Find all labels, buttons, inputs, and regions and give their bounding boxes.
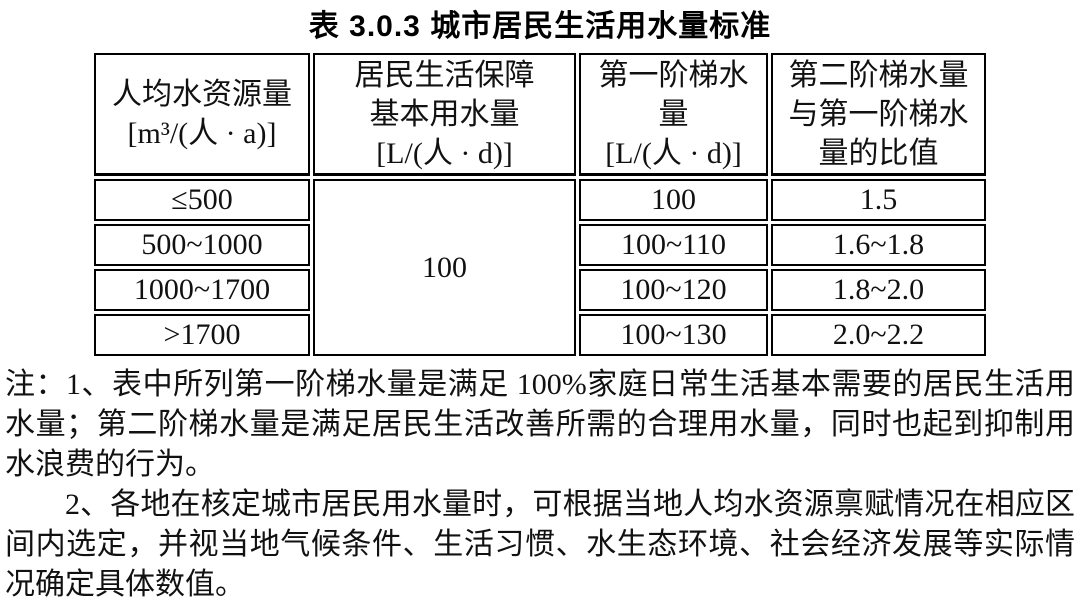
table-notes: 注：1、表中所列第一阶梯水量是满足 100%家庭日常生活基本需要的居民生活用水量… — [0, 365, 1080, 605]
water-standard-table: 人均水资源量 [m³/(人 · a)] 居民生活保障 基本用水量 [L/(人 ·… — [91, 50, 989, 359]
cell-resource-3: 1000~1700 — [94, 269, 310, 311]
table-row-4: >1700 100~130 2.0~2.2 — [94, 314, 986, 356]
cell-basic-water-merged: 100 — [313, 179, 576, 356]
cell-resource-1: ≤500 — [94, 179, 310, 221]
col-header-per-capita-water-resources: 人均水资源量 [m³/(人 · a)] — [94, 53, 310, 176]
cell-ratio-1: 1.5 — [771, 179, 986, 221]
col-header-basic-living-water: 居民生活保障 基本用水量 [L/(人 · d)] — [313, 53, 576, 176]
table-row-1: ≤500 100 100 1.5 — [94, 179, 986, 356]
col-header-second-to-first-tier-ratio: 第二阶梯水量 与第一阶梯水 量的比值 — [771, 53, 986, 176]
cell-ratio-4: 2.0~2.2 — [771, 314, 986, 356]
cell-resource-4: >1700 — [94, 314, 310, 356]
cell-resource-2: 500~1000 — [94, 224, 310, 266]
cell-tier1-4: 100~130 — [579, 314, 768, 356]
note-2: 2、各地在核定城市居民用水量时，可根据当地人均水资源禀赋情况在相应区间内选定，并… — [5, 488, 1075, 601]
header-row: 人均水资源量 [m³/(人 · a)] 居民生活保障 基本用水量 [L/(人 ·… — [94, 53, 986, 176]
cell-tier1-3: 100~120 — [579, 269, 768, 311]
note-1: 注：1、表中所列第一阶梯水量是满足 100%家庭日常生活基本需要的居民生活用水量… — [5, 368, 1075, 481]
cell-ratio-2: 1.6~1.8 — [771, 224, 986, 266]
table-row-3: 1000~1700 100~120 1.8~2.0 — [94, 269, 986, 311]
table-title: 表 3.0.3 城市居民生活用水量标准 — [308, 10, 772, 43]
cell-tier1-2: 100~110 — [579, 224, 768, 266]
table-row-2: 500~1000 100~110 1.6~1.8 — [94, 224, 986, 266]
col-header-first-tier-volume: 第一阶梯水量 [L/(人 · d)] — [579, 53, 768, 176]
cell-tier1-1: 100 — [579, 179, 768, 221]
cell-ratio-3: 1.8~2.0 — [771, 269, 986, 311]
